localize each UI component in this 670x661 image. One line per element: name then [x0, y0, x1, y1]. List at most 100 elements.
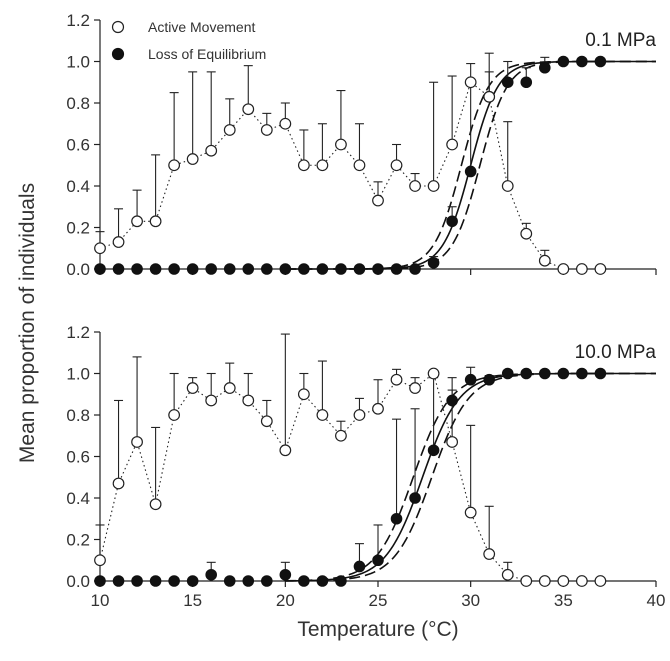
panel-2-loss-of-equilibrium-point: [205, 568, 217, 581]
panel-1-active-movement-point: [242, 103, 255, 116]
legend-label-loss-of-equilibrium: Loss of Equilibrium: [148, 46, 266, 62]
panel-2-active-movement-point: [427, 367, 440, 380]
panel-2-loss-of-equilibrium-point: [539, 367, 551, 380]
panel-2-active-movement-point: [316, 409, 329, 421]
panel-1-active-movement-point: [186, 153, 199, 165]
panel-1-loss-of-equilibrium-point: [539, 61, 551, 74]
x-tick-label: 30: [461, 591, 480, 610]
panel-2-loss-of-equilibrium-point: [446, 394, 458, 407]
plot-area: 0.0 0.2 0.4 0.6 0.8 1.0 1.2 0.0 0.2 0.4 0.6 0.8 1.0 1…: [66, 11, 665, 610]
panel-2-y-tick-label: 1.2: [66, 323, 90, 342]
panel-1-loss-of-equilibrium-point: [223, 263, 236, 275]
x-tick-label: 35: [554, 591, 573, 610]
panel-1-loss-of-equilibrium-point: [464, 165, 477, 178]
legend-label-active-movement: Active Movement: [148, 19, 255, 35]
panel-1-active-movement-point: [131, 215, 143, 228]
panel-2-loss-of-equilibrium-point: [149, 575, 162, 587]
x-axis-title: Temperature (°C): [297, 618, 458, 641]
panel-1-loss-of-equilibrium-point: [501, 76, 514, 89]
panel-2-active-movement-point: [501, 568, 514, 581]
panel-2-active-movement-point: [112, 477, 125, 490]
panel-1-active-movement-point: [594, 263, 607, 275]
panel-2-loss-of-equilibrium-point: [353, 560, 366, 573]
panel-1-active-movement-point: [335, 138, 347, 151]
panel-1-active-movement-line: [99, 81, 601, 270]
panel-1-loss-of-equilibrium-point: [353, 263, 366, 275]
panel-2-loss-of-equilibrium-point: [390, 512, 403, 525]
panel-1-loss-of-equilibrium-point: [335, 263, 347, 275]
x-tick-label: 20: [276, 591, 295, 610]
legend: Active Movement Loss of Equilibrium: [111, 19, 266, 62]
panel-1-active-movement-point: [557, 263, 570, 275]
panel-2-active-movement-point: [372, 402, 384, 415]
panel-1-loss-of-equilibrium-point: [557, 55, 570, 68]
x-tick-label: 25: [369, 591, 388, 610]
panel-1-active-movement-point: [149, 215, 162, 228]
panel-2-y-tick-label: 0.4: [66, 489, 90, 508]
panel-2-active-movement-point: [483, 548, 496, 560]
panel-1-loss-of-equilibrium-point: [205, 263, 217, 275]
panel-2-loss-of-equilibrium-point: [261, 575, 273, 587]
panel-1-loss-of-equilibrium-point: [112, 263, 125, 275]
panel-2-active-movement-point: [353, 409, 366, 421]
panel-1-active-movement-point: [279, 117, 292, 130]
panel-1-loss-of-equilibrium-point: [261, 263, 273, 275]
panel-2-loss-of-equilibrium-point: [557, 367, 570, 380]
panel-2-loss-of-equilibrium-point: [464, 373, 477, 386]
panel-1-active-movement-point: [501, 180, 514, 192]
panel-2-loss-of-equilibrium-point: [131, 575, 143, 587]
panel-1-loss-of-equilibrium-point: [298, 263, 310, 275]
panel-2-y-tick-label: 0.8: [66, 406, 90, 425]
panel-2-loss-of-equilibrium-point: [168, 575, 180, 587]
panel-2-loss-of-equilibrium-point: [501, 367, 514, 380]
panel-2-active-movement-point: [205, 394, 218, 407]
x-tick-label: 40: [647, 591, 666, 610]
panel-2-active-movement-point: [520, 575, 533, 587]
panel-1-loss-of-equilibrium-point: [94, 263, 106, 275]
panel-1-active-movement-point: [464, 76, 477, 89]
panel-1-active-movement-point: [260, 124, 273, 136]
panel-2-active-movement-point: [557, 575, 570, 587]
x-tick-label: 10: [91, 591, 110, 610]
panel-2-loss-of-equilibrium-point: [335, 575, 347, 587]
panel-2-active-movement-point: [297, 388, 310, 401]
panel-1-loss-of-equilibrium-point: [149, 263, 162, 275]
panel-2-loss-of-equilibrium-point: [279, 568, 292, 581]
panel-1-y-tick-label: 0.8: [66, 94, 90, 113]
panel-1-active-movement-point: [446, 138, 459, 151]
panel-2-active-movement-point: [538, 575, 551, 587]
panel-2-active-movement-line: [99, 372, 601, 582]
panel-2-loss-of-equilibrium-point: [576, 367, 588, 380]
panel-2-loss-of-equilibrium-point: [242, 575, 255, 587]
panel-1-loss-of-equilibrium-point: [409, 263, 421, 275]
panel-2-active-movement-point: [279, 444, 292, 457]
panel-label-bottom: 10.0 MPa: [575, 342, 657, 363]
legend-marker-loss-of-equilibrium: [111, 47, 125, 61]
panel-2-loss-of-equilibrium-point: [223, 575, 236, 587]
panel-1-loss-of-equilibrium-point: [446, 215, 458, 228]
panel-2-loss-of-equilibrium-point: [316, 575, 329, 587]
panel-2-loss-of-equilibrium-point: [427, 444, 440, 457]
panel-2-loss-of-equilibrium-point: [372, 554, 384, 567]
panel-1-loss-of-equilibrium-point: [520, 76, 533, 89]
panel-2-loss-of-equilibrium-point: [186, 575, 199, 587]
panel-2-active-movement-point: [149, 498, 162, 511]
panel-1-active-movement-point: [483, 90, 496, 103]
panel-2-loss-of-equilibrium-point: [594, 367, 607, 380]
panel-1-active-movement-point: [575, 263, 588, 275]
panel-1-loss-of-equilibrium-point: [131, 263, 143, 275]
panel-2-loss-of-equilibrium-point: [483, 373, 496, 386]
x-tick-label: 15: [183, 591, 202, 610]
panel-2-active-movement-point: [94, 554, 106, 567]
panel-1-y-tick-label: 1.0: [66, 53, 90, 72]
panel-2-active-movement-point: [409, 382, 421, 394]
panel-label-top: 0.1 MPa: [585, 30, 656, 51]
panel-2-active-movement-point: [335, 429, 347, 442]
panel-1-loss-of-equilibrium-point: [576, 55, 588, 68]
panel-2-loss-of-equilibrium-point: [520, 367, 533, 380]
y-axis-title: Mean proportion of individuals: [16, 183, 39, 463]
panel-2-active-movement-point: [575, 575, 588, 587]
panel-1-active-movement-point: [94, 242, 106, 255]
panel-2-active-movement-point: [168, 409, 181, 421]
panel-1-y-tick-label: 0.6: [66, 136, 90, 155]
